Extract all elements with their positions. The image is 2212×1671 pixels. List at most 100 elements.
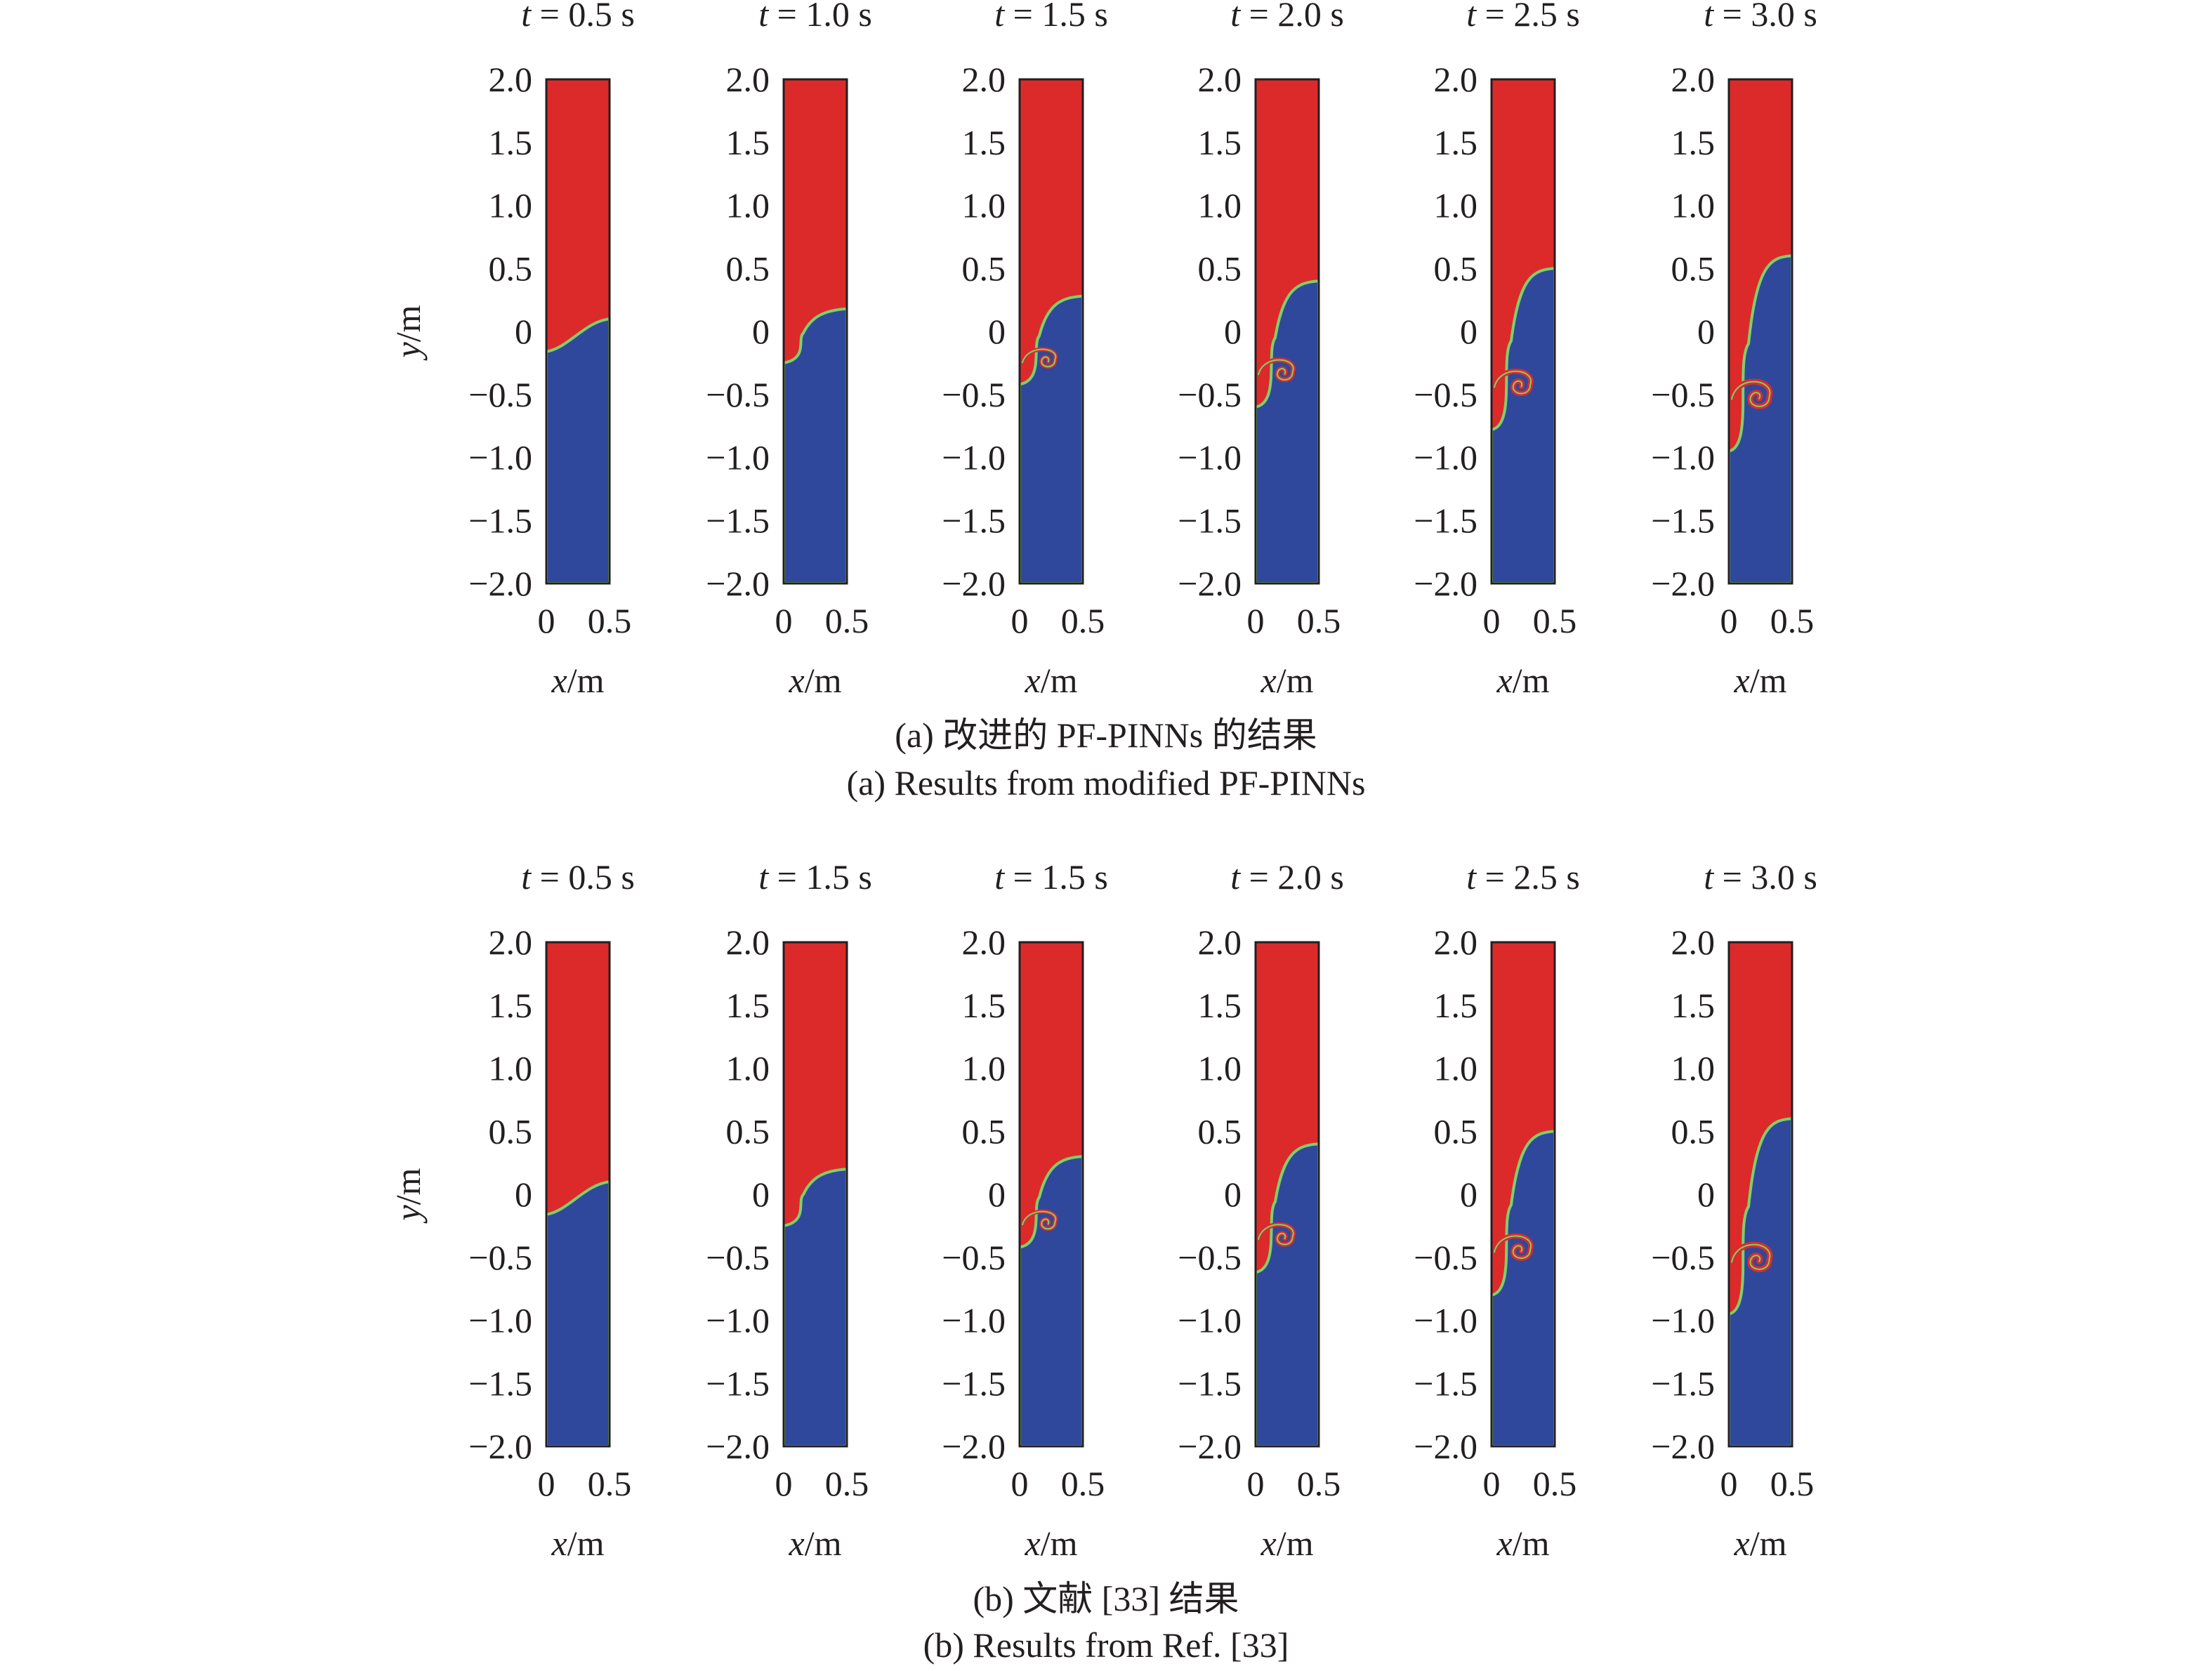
y-tick-label: −1.5	[1414, 501, 1477, 540]
y-tick-label: −1.0	[468, 438, 532, 477]
panel-a-5: t = 2.5 s2.01.51.00.50−0.5−1.0−1.5−2.00 0…	[1414, 0, 1579, 700]
lower-fluid-region	[1256, 1144, 1319, 1446]
y-tick-label: 0	[1460, 1175, 1477, 1214]
x-tick-label: 0	[538, 1464, 555, 1503]
y-tick-label: −1.0	[1414, 1301, 1477, 1340]
x-tick-label: 0	[1011, 601, 1029, 640]
phase-field	[1729, 942, 1792, 1446]
interface-line	[1492, 267, 1555, 583]
y-tick-label: 2.0	[1434, 923, 1478, 962]
x-axis-label: x/m	[1260, 1524, 1314, 1563]
y-tick-label: 1.0	[726, 186, 770, 225]
y-tick-label: −1.5	[468, 1363, 532, 1403]
x-axis-label: x/m	[1025, 661, 1078, 700]
y-tick-label: 0	[1224, 1175, 1242, 1214]
y-tick-label: −0.5	[1651, 1238, 1715, 1277]
panel-b-5: t = 2.5 s2.01.51.00.50−0.5−1.0−1.5−2.00 0…	[1414, 857, 1579, 1563]
x-tick-label: 0.5	[1770, 601, 1815, 640]
panel-a-3: t = 1.5 s2.01.51.00.50−0.5−1.0−1.5−2.00 0…	[942, 0, 1107, 700]
lower-fluid-region	[784, 308, 847, 583]
y-tick-label: −1.0	[706, 438, 770, 477]
y-tick-label: 2.0	[489, 923, 533, 962]
y-tick-label: −1.5	[468, 501, 532, 540]
y-tick-label: −1.5	[1178, 1363, 1242, 1403]
y-tick-label: 2.0	[726, 60, 770, 99]
x-tick-label: 0.5	[588, 601, 632, 640]
panel-time-title: t = 3.0 s	[1704, 0, 1817, 34]
x-tick-label: 0	[1483, 1464, 1501, 1503]
x-axis-label: x/m	[1496, 1524, 1550, 1563]
y-tick-label: −1.5	[942, 501, 1006, 540]
y-tick-label: 1.5	[1198, 986, 1242, 1025]
y-tick-label: 1.0	[726, 1049, 770, 1088]
x-axis-label: x/m	[1496, 661, 1550, 700]
y-tick-label: −2.0	[942, 1427, 1006, 1466]
y-tick-label: 1.5	[489, 123, 533, 162]
y-tick-label: 0	[1224, 312, 1242, 351]
y-tick-label: 1.0	[962, 186, 1006, 225]
y-tick-label: 1.0	[1671, 186, 1716, 225]
y-tick-label: −1.5	[1651, 1363, 1715, 1403]
y-tick-label: −2.0	[468, 564, 532, 603]
y-tick-label: −1.5	[942, 1363, 1006, 1403]
plot-frame	[1254, 941, 1320, 1448]
y-tick-label: −0.5	[1178, 375, 1242, 414]
y-tick-label: 0.5	[962, 1111, 1006, 1151]
panel-a-6: t = 3.0 s2.01.51.00.50−0.5−1.0−1.5−2.00 0…	[1651, 0, 1817, 700]
phase-field	[784, 79, 847, 583]
y-tick-label: 2.0	[962, 923, 1006, 962]
y-tick-label: 0.5	[1434, 249, 1478, 288]
y-tick-label: 2.0	[962, 60, 1006, 99]
y-tick-label: 1.0	[1434, 1049, 1478, 1088]
x-tick-label: 0	[1247, 601, 1265, 640]
y-tick-label: 1.0	[1198, 1049, 1242, 1088]
phase-field	[1492, 79, 1555, 583]
interface-line	[784, 1168, 847, 1446]
panel-b-3: t = 1.5 s2.01.51.00.50−0.5−1.0−1.5−2.00 0…	[942, 857, 1107, 1563]
y-tick-label: −0.5	[942, 375, 1006, 414]
y-tick-label: 1.5	[726, 123, 770, 162]
vortex-interface	[1022, 348, 1057, 368]
lower-fluid-region	[1492, 1131, 1555, 1446]
y-tick-label: −2.0	[1414, 564, 1477, 603]
plot-frame	[1254, 78, 1320, 585]
interface-line	[1729, 254, 1792, 583]
y-tick-label: 0.5	[1671, 249, 1716, 288]
y-tick-label: −0.5	[706, 375, 770, 414]
x-tick-label: 0.5	[588, 1464, 632, 1503]
y-tick-label: 2.0	[489, 60, 533, 99]
y-axis-label: y/m	[388, 305, 428, 361]
y-tick-label: −2.0	[1178, 564, 1242, 603]
y-tick-label: 2.0	[726, 923, 770, 962]
phase-field	[784, 942, 847, 1446]
y-tick-label: −1.0	[468, 1301, 532, 1340]
y-tick-label: 1.0	[489, 186, 533, 225]
x-tick-label: 0.5	[1297, 601, 1341, 640]
y-tick-label: −1.0	[706, 1301, 770, 1340]
y-tick-label: −1.5	[1651, 501, 1715, 540]
interface-line	[1492, 1130, 1555, 1446]
interface-line	[1256, 279, 1319, 583]
y-tick-label: −1.0	[1651, 438, 1715, 477]
lower-fluid-region	[546, 1182, 610, 1446]
y-tick-label: −0.5	[1178, 1238, 1242, 1277]
y-tick-label: 1.5	[726, 986, 770, 1025]
panel-a-2: t = 1.0 s2.01.51.00.50−0.5−1.0−1.5−2.00 0…	[706, 0, 871, 700]
interface-line	[1729, 1117, 1792, 1446]
y-tick-label: 1.0	[962, 1049, 1006, 1088]
chart-row-b: y/m t = 0.5 s 2.0 1.5 1.0 0.5 0 −0.5 −1.0 −1.5 −2.…	[388, 857, 1817, 1563]
caption-a-english: (a) Results from modified PF-PINNs	[846, 763, 1366, 803]
phase-field	[1256, 942, 1319, 1446]
panel-time-title: t = 1.5 s	[994, 857, 1108, 897]
plot-frame	[1490, 78, 1556, 585]
y-tick-label: −1.0	[1178, 438, 1242, 477]
y-tick-label: 1.5	[962, 986, 1006, 1025]
x-tick-label: 0.5	[1061, 1464, 1105, 1503]
y-tick-label: 0.5	[1434, 1111, 1478, 1151]
y-tick-label: 1.0	[1198, 186, 1242, 225]
panel-time-title: t = 2.5 s	[1466, 857, 1580, 897]
y-tick-label: −0.5	[1414, 1238, 1477, 1277]
plot-frame	[1727, 78, 1793, 585]
y-tick-label: −2.0	[942, 564, 1006, 603]
